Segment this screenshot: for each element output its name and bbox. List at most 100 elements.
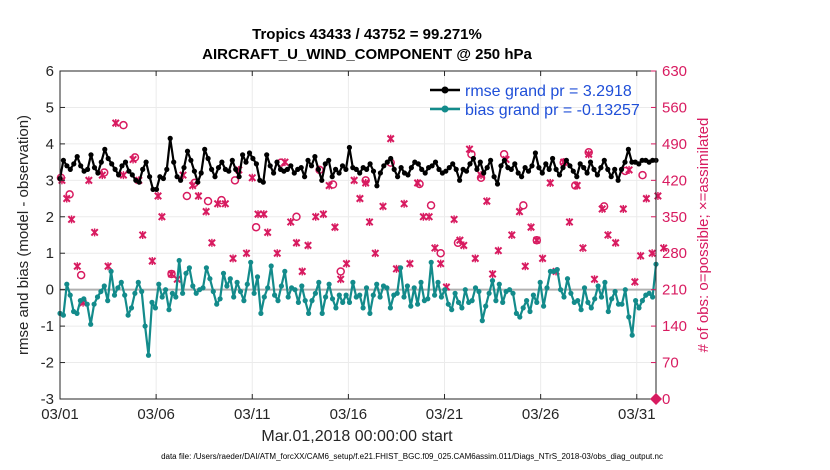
obs-assimilated-marker-34: [281, 158, 289, 167]
bias-point-159: [598, 294, 605, 300]
rmse-point-45: [212, 174, 218, 180]
bias-point-170: [636, 305, 642, 311]
obs-assimilated-marker-80: [565, 217, 574, 226]
bias-point-37: [183, 270, 189, 276]
bias-point-165: [619, 301, 625, 307]
bias-point-171: [639, 298, 646, 304]
bias-point-141: [537, 279, 543, 285]
obs-assimilated-marker-89: [625, 165, 633, 174]
bias-point-118: [459, 305, 465, 311]
rmse-point-42: [202, 146, 208, 152]
bias-point-8: [84, 301, 90, 307]
bias-point-73: [306, 310, 312, 316]
obs-assimilated-marker-33: [273, 249, 282, 258]
x-tick-label-5: 03/26: [522, 406, 560, 423]
rmse-point-104: [415, 161, 421, 167]
rmse-point-89: [364, 166, 370, 172]
rmse-point-12: [98, 159, 104, 165]
rmse-point-62: [271, 170, 277, 176]
bias-point-102: [404, 283, 410, 289]
legend-rmse-label: rmse grand pr = 3.2918: [465, 83, 632, 100]
rmse-point-162: [615, 177, 621, 183]
rmse-point-126: [491, 174, 497, 180]
bias-point-163: [612, 288, 618, 295]
rmse-point-3: [67, 166, 73, 172]
rmse-point-74: [312, 154, 318, 160]
bias-point-125: [483, 303, 489, 309]
obs-assimilated-marker-84: [590, 275, 599, 284]
bias-point-45: [210, 288, 216, 295]
bias-point-91: [367, 310, 373, 316]
x-tick-label-6: 03/31: [618, 406, 656, 423]
rmse-point-70: [298, 165, 304, 171]
obs-assimilated-marker-43: [336, 275, 345, 284]
bias-point-72: [302, 298, 308, 304]
obs-possible-marker-4: [119, 120, 128, 130]
rmse-point-19: [122, 159, 129, 165]
y-tick-label-2: -1: [41, 318, 54, 335]
rmse-point-60: [264, 152, 270, 158]
bias-point-130: [500, 299, 506, 305]
rmse-point-109: [432, 159, 439, 165]
obs-possible-marker-12: [251, 222, 261, 232]
bias-point-2: [64, 281, 70, 287]
rmse-point-151: [577, 161, 583, 167]
bias-point-20: [125, 312, 131, 318]
bias-point-40: [193, 290, 199, 296]
rmse-point-35: [178, 177, 184, 183]
bias-point-168: [629, 332, 635, 338]
rmse-point-119: [467, 161, 473, 167]
rmse-point-75: [315, 166, 321, 172]
rmse-point-108: [429, 163, 435, 169]
bias-point-160: [602, 279, 608, 285]
y2-tick-label-4: 280: [662, 245, 687, 262]
bias-point-51: [231, 294, 237, 300]
y-axis-label: rmse and bias (model - observation): [15, 115, 32, 355]
rmse-point-145: [556, 172, 563, 178]
rmse-point-61: [267, 163, 273, 169]
y-tick-label-3: 0: [46, 282, 54, 299]
rmse-point-15: [109, 161, 115, 167]
rmse-point-46: [215, 165, 222, 171]
bias-point-79: [326, 281, 332, 287]
y-axis-ticks: -3 -2 -1 0 1 2 3 4 5 6: [41, 63, 65, 408]
bias-point-48: [220, 270, 227, 276]
bias-point-9: [88, 321, 94, 327]
obs-assimilated-marker-83: [584, 150, 593, 159]
rmse-point-11: [95, 170, 101, 176]
rmse-point-143: [550, 155, 556, 162]
rmse-point-160: [608, 174, 614, 180]
rmse-point-113: [446, 165, 452, 171]
bias-point-124: [479, 318, 485, 324]
obs-assimilated-marker-13: [138, 231, 147, 239]
rmse-point-4: [71, 161, 77, 167]
rmse-point-92: [374, 183, 380, 189]
bias-point-152: [575, 298, 581, 304]
bias-point-88: [357, 292, 363, 298]
bias-point-36: [180, 290, 186, 296]
rmse-point-156: [594, 172, 601, 178]
bias-point-133: [510, 290, 516, 296]
bias-point-166: [622, 287, 628, 293]
obs-possible-marker-9: [203, 196, 213, 206]
rmse-point-99: [398, 165, 404, 171]
obs-possible-marker-21: [426, 201, 436, 210]
bias-point-63: [272, 292, 278, 298]
bias-point-138: [527, 308, 533, 315]
obs-assimilated-marker-3: [73, 262, 82, 271]
rmse-point-105: [419, 166, 425, 172]
rmse-point-164: [622, 159, 628, 165]
rmse-point-133: [515, 170, 521, 176]
bias-point-42: [200, 285, 206, 291]
obs-assimilated-marker-61: [450, 215, 459, 224]
rmse-point-50: [229, 157, 235, 163]
obs-assimilated-marker-14: [148, 257, 157, 266]
bias-point-153: [578, 307, 584, 313]
rmse-point-158: [601, 157, 607, 163]
rmse-point-147: [563, 157, 570, 163]
rmse-point-9: [88, 152, 94, 158]
rmse-point-137: [529, 163, 535, 169]
obs-assimilated-marker-51: [386, 134, 395, 143]
obs-assimilated-marker-54: [406, 259, 414, 268]
bias-point-100: [398, 265, 404, 271]
